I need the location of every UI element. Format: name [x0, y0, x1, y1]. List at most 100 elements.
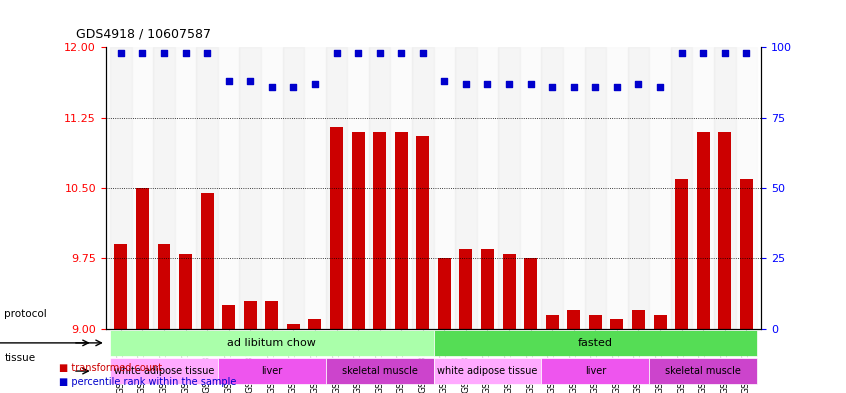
Bar [503, 254, 515, 329]
Bar [283, 47, 305, 329]
Point [546, 83, 559, 90]
Point [653, 83, 667, 90]
Bar [175, 47, 196, 329]
Point [675, 50, 689, 56]
Bar [266, 301, 278, 329]
Bar [391, 47, 412, 329]
Bar [675, 178, 688, 329]
Point [351, 50, 365, 56]
Text: ad libitum chow: ad libitum chow [228, 338, 316, 348]
Point [287, 83, 300, 90]
Bar [740, 178, 753, 329]
FancyBboxPatch shape [218, 358, 326, 384]
Bar [309, 320, 321, 329]
Point [373, 50, 387, 56]
Point [222, 78, 235, 84]
Bar [546, 315, 558, 329]
Bar [201, 193, 213, 329]
Bar [541, 47, 563, 329]
Point [330, 50, 343, 56]
Bar [692, 47, 714, 329]
Point [394, 50, 408, 56]
Point [416, 50, 430, 56]
Point [459, 81, 473, 87]
Point [437, 78, 451, 84]
FancyBboxPatch shape [433, 358, 541, 384]
Point [503, 81, 516, 87]
FancyBboxPatch shape [110, 330, 433, 356]
Point [481, 81, 494, 87]
Point [739, 50, 753, 56]
Bar [611, 320, 624, 329]
Bar [305, 47, 326, 329]
Bar [519, 47, 541, 329]
Point [114, 50, 128, 56]
Bar [563, 47, 585, 329]
FancyBboxPatch shape [433, 330, 757, 356]
Bar [654, 315, 667, 329]
Bar [632, 310, 645, 329]
Text: tissue: tissue [4, 353, 36, 363]
Bar [239, 47, 261, 329]
Bar [110, 47, 132, 329]
Text: skeletal muscle: skeletal muscle [342, 366, 418, 376]
Bar [671, 47, 692, 329]
Bar [330, 127, 343, 329]
Bar [412, 47, 433, 329]
Point [524, 81, 537, 87]
Text: fasted: fasted [578, 338, 613, 348]
Bar [735, 47, 757, 329]
Bar [481, 249, 494, 329]
Point [589, 83, 602, 90]
Point [244, 78, 257, 84]
Point [157, 50, 171, 56]
Bar [287, 324, 299, 329]
Text: ■ percentile rank within the sample: ■ percentile rank within the sample [59, 377, 237, 387]
Bar [568, 310, 580, 329]
Bar [649, 47, 671, 329]
Bar [438, 259, 451, 329]
Text: liver: liver [261, 366, 283, 376]
Point [718, 50, 732, 56]
Text: protocol: protocol [4, 309, 47, 320]
FancyBboxPatch shape [541, 358, 649, 384]
Bar [459, 249, 472, 329]
Text: GDS4918 / 10607587: GDS4918 / 10607587 [76, 28, 212, 40]
FancyBboxPatch shape [110, 358, 218, 384]
Point [632, 81, 645, 87]
Bar [697, 132, 710, 329]
Bar [416, 136, 429, 329]
Bar [136, 188, 149, 329]
Point [696, 50, 710, 56]
Text: skeletal muscle: skeletal muscle [665, 366, 741, 376]
Text: white adipose tissue: white adipose tissue [114, 366, 214, 376]
Bar [718, 132, 731, 329]
Bar [179, 254, 192, 329]
Bar [218, 47, 239, 329]
Bar [153, 47, 175, 329]
Bar [114, 244, 127, 329]
Point [265, 83, 278, 90]
Bar [714, 47, 735, 329]
Bar [455, 47, 476, 329]
FancyBboxPatch shape [649, 358, 757, 384]
Point [308, 81, 321, 87]
Text: white adipose tissue: white adipose tissue [437, 366, 538, 376]
Bar [628, 47, 649, 329]
FancyBboxPatch shape [326, 358, 433, 384]
Bar [244, 301, 256, 329]
Bar [222, 305, 235, 329]
Bar [373, 132, 386, 329]
Text: ■ transformed count: ■ transformed count [59, 364, 162, 373]
Point [610, 83, 624, 90]
Bar [261, 47, 283, 329]
Bar [395, 132, 408, 329]
Bar [589, 315, 602, 329]
Bar [498, 47, 519, 329]
Text: liver: liver [585, 366, 606, 376]
Bar [132, 47, 153, 329]
Bar [369, 47, 391, 329]
Bar [157, 244, 170, 329]
Bar [352, 132, 365, 329]
Bar [585, 47, 606, 329]
